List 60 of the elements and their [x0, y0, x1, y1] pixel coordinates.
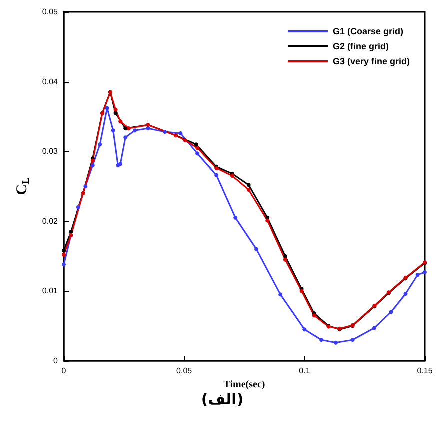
y-axis-title: CL — [14, 177, 32, 196]
x-tick-label: 0.1 — [299, 366, 311, 376]
point — [320, 338, 324, 342]
y-tick-label: 0.03 — [42, 147, 59, 156]
legend-label: G1 (Coarse grid) — [332, 26, 404, 36]
point — [178, 131, 183, 136]
legend-label: G2 (fine grid) — [332, 42, 389, 52]
x-tick-label: 0.05 — [176, 366, 193, 376]
point — [146, 126, 150, 131]
point — [423, 270, 427, 274]
point — [283, 258, 288, 262]
point — [62, 262, 66, 267]
point — [283, 254, 288, 258]
y-tick-label: 0.01 — [42, 286, 59, 296]
point — [278, 292, 283, 297]
y-tick-label: 0.02 — [42, 216, 59, 226]
point — [214, 173, 219, 178]
point — [124, 126, 128, 131]
point — [183, 138, 188, 142]
x-tick-label: 0 — [62, 366, 67, 376]
y-tick-label: 0 — [54, 356, 59, 366]
point — [118, 120, 123, 124]
point — [69, 230, 74, 234]
point — [105, 106, 110, 110]
y-tick-label: 0.04 — [42, 77, 59, 86]
y-tick-label: 0.05 — [42, 8, 59, 16]
point — [194, 142, 198, 147]
point — [118, 162, 123, 166]
point — [196, 146, 200, 150]
point — [124, 136, 128, 140]
point — [350, 338, 355, 342]
point — [163, 130, 168, 134]
point — [302, 328, 307, 332]
point — [62, 248, 66, 253]
point — [126, 126, 131, 131]
point — [404, 292, 408, 296]
point — [334, 340, 338, 345]
x-axis-title: Time(sec) — [224, 379, 266, 390]
point — [111, 128, 116, 133]
legend-label: G3 (very fine grid) — [332, 56, 410, 66]
point — [76, 205, 80, 210]
point — [133, 128, 137, 133]
point — [246, 188, 251, 192]
point — [266, 218, 270, 223]
point — [62, 252, 66, 257]
text: (الف) — [201, 390, 244, 408]
x-tick-label: 0.15 — [417, 366, 434, 376]
point — [114, 111, 118, 116]
point — [98, 142, 102, 147]
point — [372, 326, 376, 330]
point — [84, 184, 88, 188]
point — [246, 183, 251, 188]
point — [90, 164, 95, 168]
point — [416, 273, 420, 278]
point — [389, 310, 394, 314]
point — [234, 216, 238, 220]
point — [196, 152, 200, 156]
point — [114, 108, 118, 112]
point — [254, 247, 259, 252]
point — [230, 174, 234, 178]
